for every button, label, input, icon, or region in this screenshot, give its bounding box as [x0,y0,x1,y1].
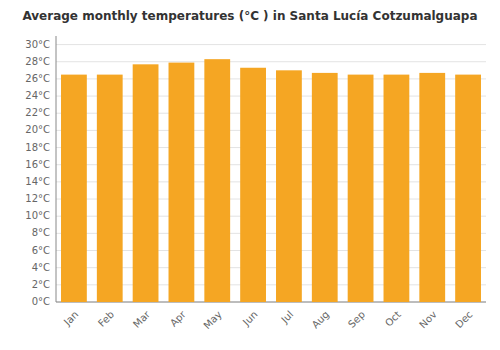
y-tick-label: 30°C [25,39,50,50]
grid [56,45,486,302]
y-tick-label: 20°C [25,124,50,135]
bar [204,59,230,302]
y-tick-label: 24°C [25,90,50,101]
x-tick-label: Nov [417,309,439,331]
y-tick-label: 12°C [25,193,50,204]
axes: 0°C 2°C 4°C 6°C 8°C 10°C 12°C 14°C 16°C 18°C 20°C 2… [25,36,486,331]
y-tick-label: 6°C [32,245,50,256]
bar [419,73,445,302]
y-tick-label: 10°C [25,210,50,221]
x-tick-label: May [201,309,223,331]
grid-line [56,61,486,62]
title: Average monthly temperatures (°C ) in Sa… [22,9,477,23]
y-tick-label: 2°C [32,279,50,290]
x-tick-label: Feb [96,309,116,329]
bar [240,68,266,302]
chart-container: 0°C 2°C 4°C 6°C 8°C 10°C 12°C 14°C 16°C 18°C 20°C 2… [0,0,500,350]
bars [61,59,481,302]
y-tick-label: 4°C [32,262,50,273]
x-tick-label: Sep [346,309,367,330]
bar [348,75,374,302]
x-tick-label: Aug [310,309,332,331]
bar [61,75,87,302]
bar [455,75,481,302]
chart: 0°C 2°C 4°C 6°C 8°C 10°C 12°C 14°C 16°C 18°C 20°C 2… [0,0,500,350]
y-tick-label: 22°C [25,107,50,118]
y-tick-label: 28°C [25,56,50,67]
bar [133,64,159,302]
x-tick-label: Jul [278,309,295,326]
bar [384,75,410,302]
bar [312,73,338,302]
bar [276,70,302,302]
x-tick-label: Oct [383,309,403,329]
x-tick-label: Jan [61,309,80,328]
y-tick-label: 26°C [25,73,50,84]
y-tick-label: 18°C [25,142,50,153]
bar [169,63,195,302]
grid-line [56,44,486,45]
y-axis-line [56,36,57,302]
x-tick-label: Mar [131,308,153,330]
x-tick-label: Jun [240,309,260,329]
x-tick-label: Dec [453,309,474,330]
y-tick-label: 8°C [32,227,50,238]
y-tick-label: 14°C [25,176,50,187]
y-tick-label: 0°C [32,296,50,307]
y-tick-label: 16°C [25,159,50,170]
x-tick-label: Apr [168,308,189,329]
bar [97,75,123,302]
